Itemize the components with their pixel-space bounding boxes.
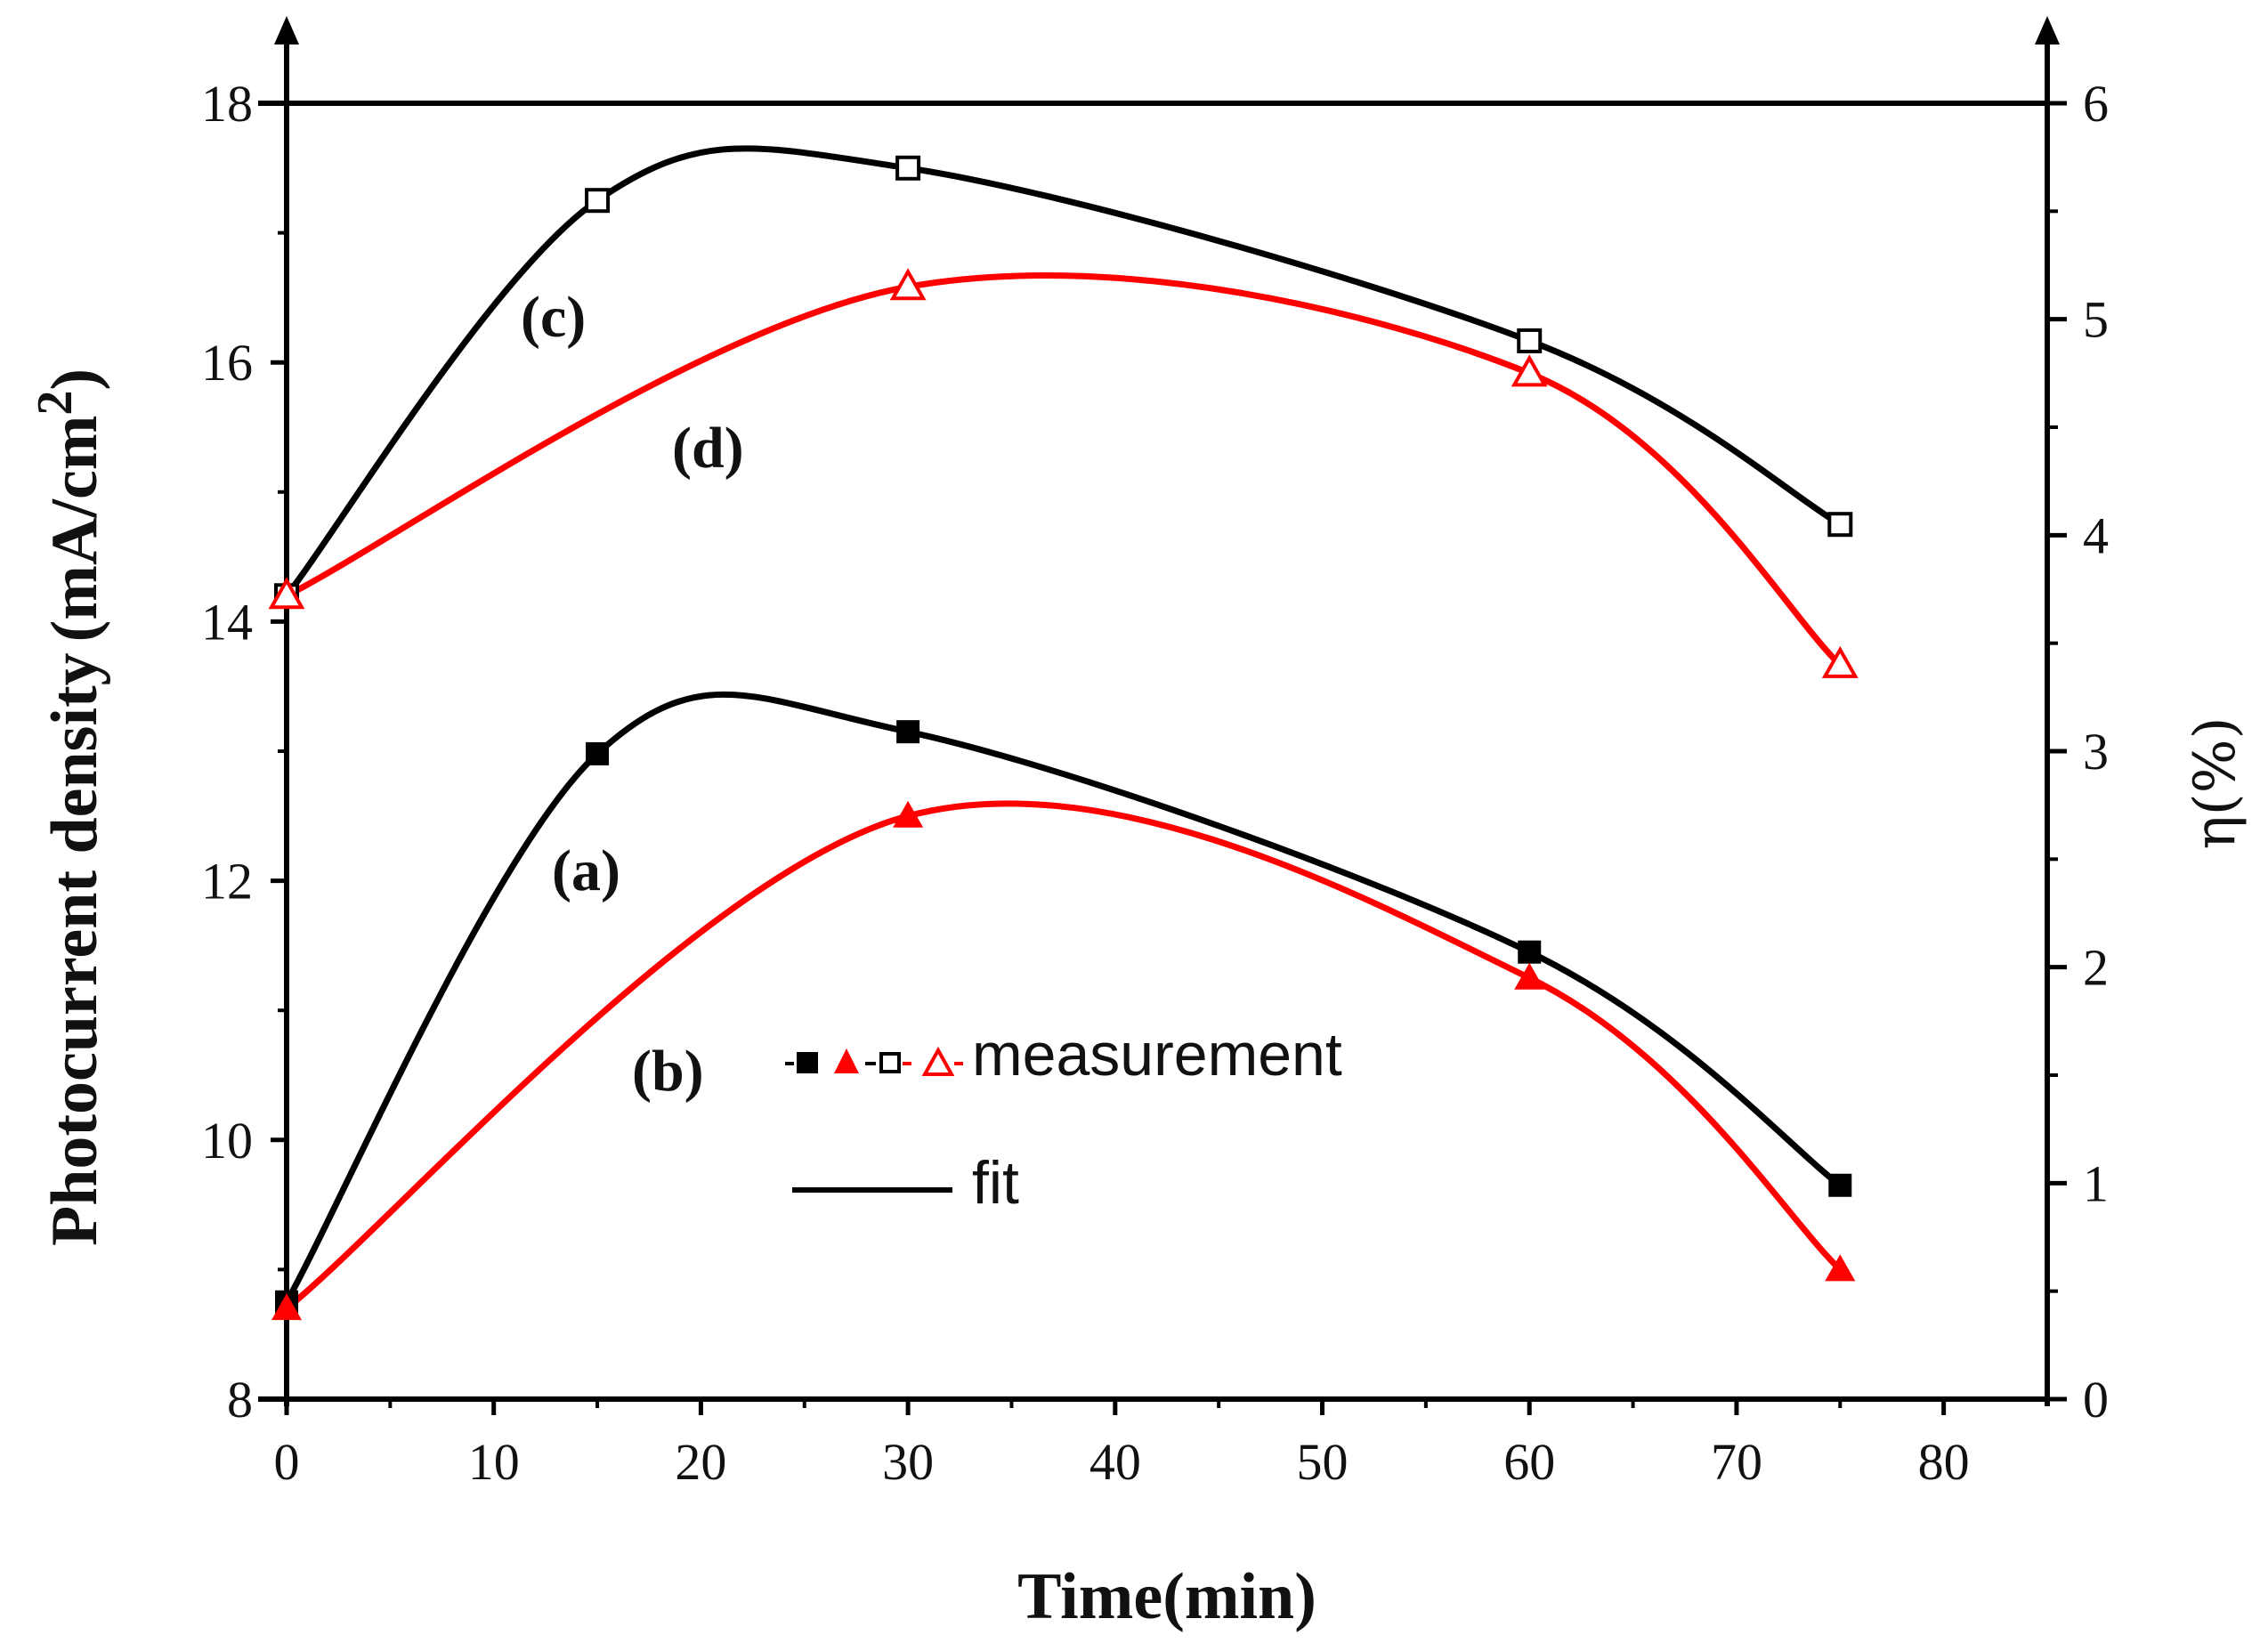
data-point-b (1825, 1254, 1856, 1282)
legend-measurement-label: measurement (972, 1021, 1342, 1089)
series-line-c (283, 145, 1843, 599)
y2-ticks: 0 1 2 3 4 5 6 (2047, 75, 2109, 1428)
legend-square-open-icon (879, 1052, 901, 1073)
y-tick-label: 18 (201, 75, 253, 133)
data-point-b (271, 1293, 302, 1321)
x-tick-label: 80 (1918, 1433, 1970, 1491)
data-point-b (893, 800, 924, 828)
x-tick-label: 0 (274, 1433, 300, 1491)
y2-tick-label: 6 (2083, 75, 2109, 133)
series-label-d: (d) (672, 416, 744, 481)
y2-tick-label: 4 (2083, 506, 2109, 564)
y2-tick-label: 5 (2083, 291, 2109, 349)
series-label-c: (c) (521, 285, 586, 350)
x-tick-label: 20 (675, 1433, 726, 1491)
legend-fit-label: fit (972, 1149, 1019, 1217)
data-point-a (1828, 1173, 1852, 1197)
data-point-b (1514, 962, 1545, 990)
legend-triangle-filled-icon (834, 1048, 859, 1073)
data-point-d (889, 268, 927, 301)
data-point-a (586, 741, 610, 765)
series-label-a: (a) (552, 838, 620, 903)
y2-tick-label: 0 (2083, 1371, 2109, 1428)
y-axis-title-close: ) (38, 368, 111, 391)
axes (258, 16, 2060, 1406)
y-axis-title-unit: (mA/cm (38, 416, 111, 643)
y-tick-label: 14 (201, 593, 253, 651)
data-point-c (895, 155, 921, 181)
data-point-c (1517, 328, 1543, 353)
series-markers (268, 155, 1859, 1321)
y2-tick-label: 2 (2083, 939, 2109, 997)
data-point-a (1518, 940, 1542, 964)
legend-square-filled-icon (797, 1052, 818, 1073)
x-ticks: 0 10 20 30 40 50 60 70 80 (274, 1399, 1970, 1491)
data-point-c (585, 188, 611, 214)
data-point-d (268, 577, 305, 610)
series-line-b (283, 800, 1843, 1312)
y-ticks: 8 10 12 14 16 18 (201, 75, 287, 1428)
data-point-d (1511, 354, 1548, 387)
legend: measurement fit (785, 1021, 1342, 1217)
x-tick-label: 70 (1711, 1433, 1762, 1491)
y2-axis-title: η(%) (2183, 716, 2248, 849)
x-tick-label: 50 (1297, 1433, 1349, 1491)
y-axis-title-main: Photocurrent density (38, 652, 111, 1246)
y-axis-title: Photocurrent density (mA/cm2) (28, 368, 111, 1246)
legend-triangle-open-icon (921, 1046, 955, 1076)
data-point-c (1827, 512, 1853, 538)
series-label-b: (b) (632, 1039, 704, 1104)
right-axis-arrow (2035, 16, 2060, 45)
y-axis-title-sup: 2 (28, 391, 83, 416)
y2-tick-label: 3 (2083, 723, 2109, 781)
data-point-a (896, 720, 920, 744)
series-line-a (283, 691, 1843, 1306)
x-tick-label: 60 (1503, 1433, 1555, 1491)
y2-tick-label: 1 (2083, 1154, 2109, 1212)
x-tick-label: 10 (468, 1433, 520, 1491)
series-lines (283, 145, 1843, 1312)
x-tick-label: 30 (882, 1433, 934, 1491)
y-tick-label: 8 (227, 1371, 253, 1428)
left-axis-arrow (274, 16, 299, 45)
x-tick-label: 40 (1089, 1433, 1141, 1491)
y-tick-label: 16 (201, 334, 253, 392)
x-axis-title: Time(min) (1017, 1560, 1316, 1633)
data-point-d (1821, 645, 1859, 678)
y-tick-label: 12 (201, 853, 253, 910)
series-line-d (283, 272, 1843, 668)
y-tick-label: 10 (201, 1112, 253, 1169)
